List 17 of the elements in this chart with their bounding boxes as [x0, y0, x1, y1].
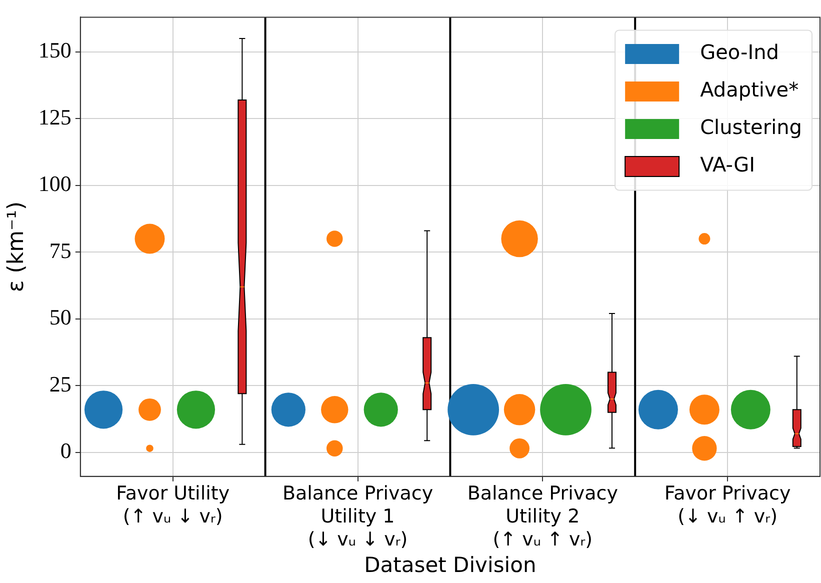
x-tick-label: Balance Privacy Utility 1 (↓ vᵤ ↓ vᵣ) — [282, 482, 434, 550]
y-tick-label: 25 — [49, 371, 72, 396]
y-tick-label: 50 — [49, 304, 72, 330]
legend-label: Geo-Ind — [700, 40, 779, 64]
x-tick-label: Balance Privacy Utility 2 (↑ vᵤ ↑ vᵣ) — [467, 482, 618, 550]
y-tick-label: 100 — [38, 171, 72, 196]
y-axis-title: ε (km⁻¹) — [4, 201, 29, 292]
y-tick-label: 150 — [38, 38, 72, 63]
legend-label: VA-GI — [700, 152, 756, 177]
y-tick-label: 75 — [49, 238, 72, 263]
x-tick-label: Favor Utility (↑ vᵤ ↓ vᵣ) — [116, 482, 230, 528]
x-tick-label: Favor Privacy (↓ vᵤ ↑ vᵣ) — [664, 482, 791, 528]
legend-label: Adaptive* — [700, 78, 799, 102]
x-axis-title: Dataset Division — [364, 552, 536, 577]
y-tick-label: 0 — [60, 438, 72, 464]
legend-label: Clustering — [700, 115, 802, 140]
y-tick-label: 125 — [38, 104, 72, 130]
